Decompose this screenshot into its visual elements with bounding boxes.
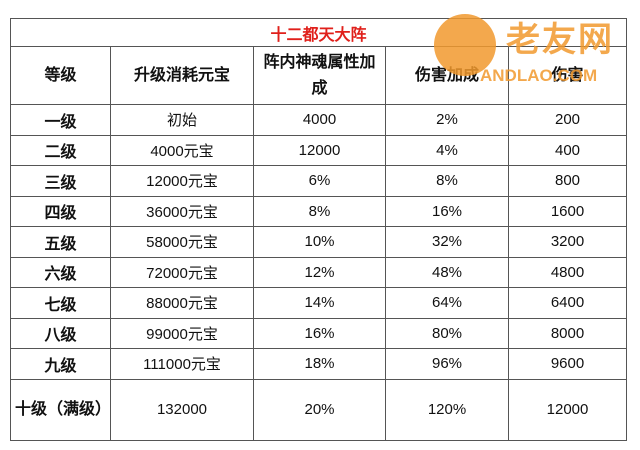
data-row: 十级（满级） 132000 20% 120% 12000 xyxy=(10,378,628,441)
data-row: 六级 72000元宝 12% 48% 4800 xyxy=(10,256,628,288)
cell: 二级 xyxy=(10,134,111,166)
cell: 3200 xyxy=(507,226,628,258)
cell: 12000元宝 xyxy=(110,165,254,197)
cell: 2% xyxy=(385,104,509,136)
header-cell: 升级消耗元宝 xyxy=(110,46,254,105)
cell: 4000 xyxy=(253,104,386,136)
cell: 88000元宝 xyxy=(110,287,254,319)
cell: 三级 xyxy=(10,165,111,197)
cell: 一级 xyxy=(10,104,111,136)
header-cell: 伤害 xyxy=(507,46,628,105)
cell: 4000元宝 xyxy=(110,134,254,166)
data-row: 一级 初始 4000 2% 200 xyxy=(10,104,628,136)
data-row: 九级 111000元宝 18% 96% 9600 xyxy=(10,348,628,380)
cell: 8% xyxy=(253,195,386,227)
cell: 4800 xyxy=(507,256,628,288)
cell: 58000元宝 xyxy=(110,226,254,258)
upgrade-table: 十二都天大阵 等级 升级消耗元宝 阵内神魂属性加成 伤害加成 伤害 一级 初始 4000 2% 2… xyxy=(9,18,628,441)
cell: 六级 xyxy=(10,256,111,288)
cell: 五级 xyxy=(10,226,111,258)
cell: 十级（满级） xyxy=(10,378,111,441)
cell: 111000元宝 xyxy=(110,348,254,380)
table-title: 十二都天大阵 xyxy=(9,18,628,47)
cell: 200 xyxy=(507,104,628,136)
cell: 48% xyxy=(385,256,509,288)
header-cell: 伤害加成 xyxy=(385,46,509,105)
cell: 16% xyxy=(253,317,386,349)
cell: 8% xyxy=(385,165,509,197)
cell: 12% xyxy=(253,256,386,288)
header-cell: 阵内神魂属性加成 xyxy=(253,46,386,105)
cell: 800 xyxy=(507,165,628,197)
cell: 12000 xyxy=(253,134,386,166)
cell: 10% xyxy=(253,226,386,258)
data-row: 七级 88000元宝 14% 64% 6400 xyxy=(10,287,628,319)
cell: 18% xyxy=(253,348,386,380)
cell: 32% xyxy=(385,226,509,258)
cell: 4% xyxy=(385,134,509,166)
data-row: 二级 4000元宝 12000 4% 400 xyxy=(10,134,628,166)
cell: 72000元宝 xyxy=(110,256,254,288)
cell: 八级 xyxy=(10,317,111,349)
cell: 七级 xyxy=(10,287,111,319)
cell: 16% xyxy=(385,195,509,227)
cell: 132000 xyxy=(110,378,254,441)
cell: 14% xyxy=(253,287,386,319)
data-row: 四级 36000元宝 8% 16% 1600 xyxy=(10,195,628,227)
header-row: 等级 升级消耗元宝 阵内神魂属性加成 伤害加成 伤害 xyxy=(10,46,628,105)
cell: 6400 xyxy=(507,287,628,319)
cell: 400 xyxy=(507,134,628,166)
cell: 1600 xyxy=(507,195,628,227)
cell: 99000元宝 xyxy=(110,317,254,349)
cell: 36000元宝 xyxy=(110,195,254,227)
cell: 120% xyxy=(385,378,509,441)
cell: 96% xyxy=(385,348,509,380)
cell: 九级 xyxy=(10,348,111,380)
data-row: 八级 99000元宝 16% 80% 8000 xyxy=(10,317,628,349)
cell: 64% xyxy=(385,287,509,319)
header-cell: 等级 xyxy=(10,46,111,105)
cell: 8000 xyxy=(507,317,628,349)
cell: 80% xyxy=(385,317,509,349)
cell: 6% xyxy=(253,165,386,197)
cell: 初始 xyxy=(110,104,254,136)
data-row: 五级 58000元宝 10% 32% 3200 xyxy=(10,226,628,258)
cell: 四级 xyxy=(10,195,111,227)
data-row: 三级 12000元宝 6% 8% 800 xyxy=(10,165,628,197)
cell: 12000 xyxy=(507,378,628,441)
cell: 20% xyxy=(253,378,386,441)
title-row: 十二都天大阵 xyxy=(9,18,628,47)
cell: 9600 xyxy=(507,348,628,380)
